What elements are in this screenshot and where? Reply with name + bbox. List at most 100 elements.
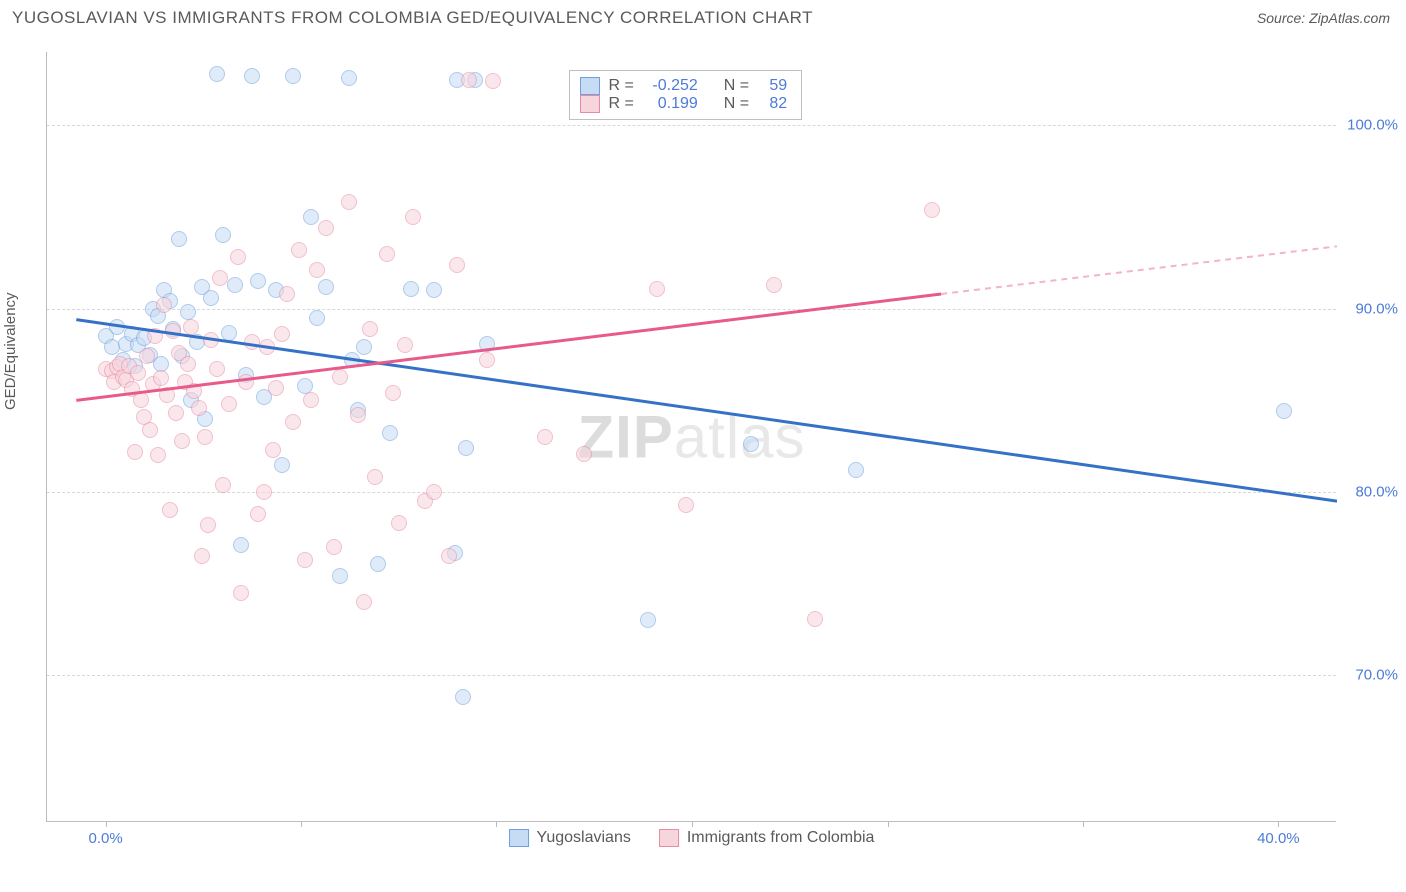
scatter-point	[367, 469, 383, 485]
scatter-point	[291, 242, 307, 258]
scatter-point	[265, 442, 281, 458]
y-tick-label: 70.0%	[1355, 667, 1398, 684]
scatter-point	[174, 433, 190, 449]
series-legend-label: Immigrants from Colombia	[687, 829, 875, 847]
scatter-point	[576, 446, 592, 462]
x-tick-label: 40.0%	[1257, 830, 1300, 847]
scatter-point	[1276, 403, 1292, 419]
scatter-point	[640, 612, 656, 628]
legend-n-value: 82	[757, 95, 787, 113]
scatter-point	[297, 552, 313, 568]
legend-swatch	[580, 95, 600, 113]
scatter-point	[341, 194, 357, 210]
gridline-h	[47, 675, 1336, 676]
scatter-point	[233, 585, 249, 601]
scatter-point	[678, 497, 694, 513]
scatter-point	[449, 257, 465, 273]
scatter-point	[485, 73, 501, 89]
scatter-point	[397, 337, 413, 353]
scatter-point	[153, 370, 169, 386]
scatter-point	[250, 506, 266, 522]
series-legend-item: Immigrants from Colombia	[659, 829, 875, 847]
scatter-point	[326, 539, 342, 555]
scatter-point	[191, 400, 207, 416]
series-legend: Yugoslavians Immigrants from Colombia	[509, 829, 875, 847]
scatter-point	[221, 396, 237, 412]
scatter-point	[244, 334, 260, 350]
scatter-point	[238, 374, 254, 390]
plot-area: ZIPatlas 70.0%80.0%90.0%100.0%0.0%40.0%R…	[46, 52, 1336, 822]
scatter-point	[186, 383, 202, 399]
correlation-legend-row: R =-0.252N =59	[580, 77, 787, 95]
legend-swatch	[509, 829, 529, 847]
scatter-point	[426, 282, 442, 298]
scatter-point	[458, 440, 474, 456]
scatter-point	[341, 70, 357, 86]
scatter-point	[379, 246, 395, 262]
scatter-point	[274, 457, 290, 473]
scatter-point	[362, 321, 378, 337]
scatter-point	[344, 352, 360, 368]
scatter-point	[162, 502, 178, 518]
x-tick-mark	[1278, 821, 1279, 827]
scatter-point	[130, 365, 146, 381]
y-tick-label: 100.0%	[1347, 117, 1398, 134]
legend-n-label: N =	[724, 95, 749, 113]
scatter-point	[230, 249, 246, 265]
scatter-point	[766, 277, 782, 293]
scatter-point	[203, 290, 219, 306]
scatter-point	[382, 425, 398, 441]
x-tick-mark	[888, 821, 889, 827]
scatter-point	[303, 392, 319, 408]
scatter-point	[848, 462, 864, 478]
scatter-point	[461, 72, 477, 88]
scatter-point	[256, 484, 272, 500]
scatter-point	[318, 279, 334, 295]
scatter-point	[318, 220, 334, 236]
scatter-point	[537, 429, 553, 445]
scatter-point	[455, 689, 471, 705]
scatter-point	[147, 328, 163, 344]
scatter-point	[189, 334, 205, 350]
scatter-point	[209, 361, 225, 377]
scatter-point	[109, 319, 125, 335]
x-tick-mark	[496, 821, 497, 827]
legend-r-label: R =	[608, 95, 633, 113]
scatter-point	[350, 407, 366, 423]
watermark-zip: ZIP	[577, 403, 673, 470]
legend-r-value: -0.252	[642, 77, 698, 95]
scatter-point	[171, 231, 187, 247]
scatter-point	[285, 414, 301, 430]
scatter-point	[197, 429, 213, 445]
scatter-point	[165, 323, 181, 339]
scatter-point	[215, 477, 231, 493]
scatter-point	[221, 325, 237, 341]
scatter-point	[194, 548, 210, 564]
legend-n-label: N =	[724, 77, 749, 95]
scatter-point	[142, 422, 158, 438]
scatter-point	[215, 227, 231, 243]
chart-header: YUGOSLAVIAN VS IMMIGRANTS FROM COLOMBIA …	[0, 0, 1406, 32]
scatter-point	[139, 348, 155, 364]
scatter-point	[259, 339, 275, 355]
trend-lines	[47, 52, 1337, 822]
scatter-point	[200, 517, 216, 533]
chart-title: YUGOSLAVIAN VS IMMIGRANTS FROM COLOMBIA …	[12, 8, 813, 28]
scatter-point	[743, 436, 759, 452]
scatter-point	[244, 68, 260, 84]
scatter-point	[385, 385, 401, 401]
scatter-point	[441, 548, 457, 564]
scatter-point	[807, 611, 823, 627]
scatter-point	[391, 515, 407, 531]
scatter-point	[150, 447, 166, 463]
scatter-point	[309, 262, 325, 278]
scatter-point	[203, 332, 219, 348]
x-tick-mark	[106, 821, 107, 827]
scatter-point	[356, 594, 372, 610]
scatter-point	[403, 281, 419, 297]
watermark: ZIPatlas	[577, 402, 805, 471]
scatter-point	[479, 336, 495, 352]
scatter-point	[153, 356, 169, 372]
series-legend-label: Yugoslavians	[537, 829, 631, 847]
scatter-point	[209, 66, 225, 82]
